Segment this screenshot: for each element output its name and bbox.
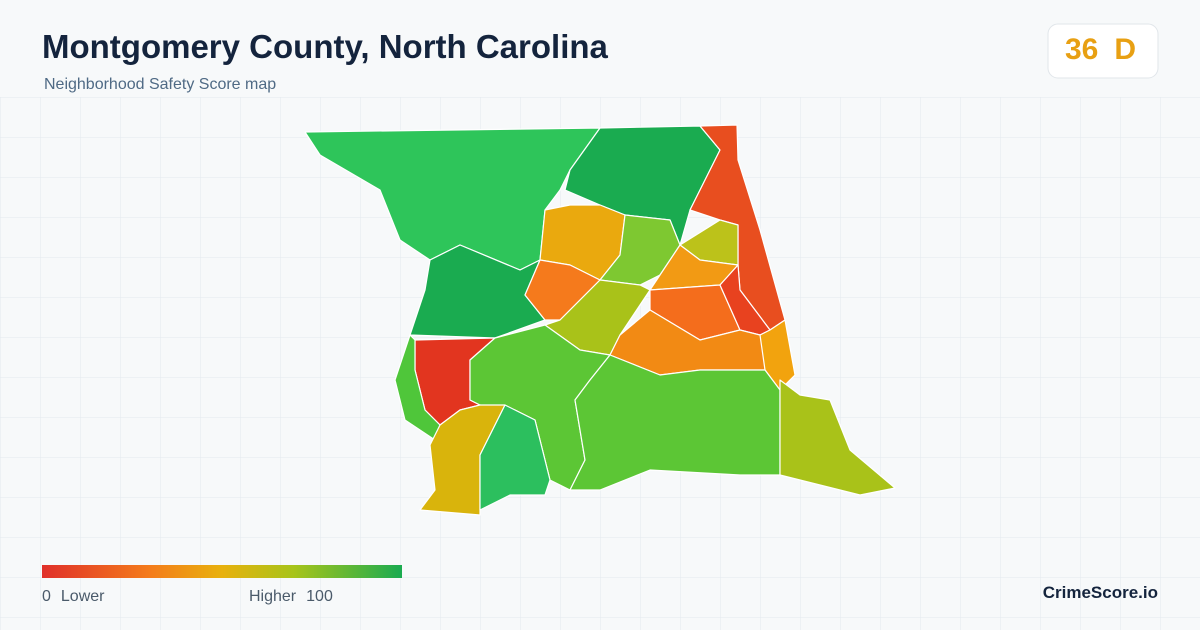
legend-bar [42, 565, 402, 578]
score-grade: D [1114, 33, 1137, 66]
legend-high: Higher 100 [249, 588, 333, 606]
score-value: 36 [1065, 33, 1099, 66]
legend-min-label: Lower [60, 588, 105, 605]
region [479, 404, 551, 511]
legend-min: 0 [42, 588, 51, 605]
region [599, 214, 681, 286]
region [569, 354, 781, 491]
regions [304, 124, 896, 516]
legend-max-label: Higher [249, 588, 297, 605]
score: 36 D [1065, 33, 1136, 67]
legend-max: 100 [306, 588, 333, 605]
brand: CrimeScore.io [1042, 583, 1158, 602]
region [779, 379, 896, 496]
score-box [1047, 23, 1159, 79]
title: Montgomery County, North Carolina [42, 28, 608, 65]
subtitle: Neighborhood Safety Score map [44, 76, 277, 93]
legend-low: 0 Lower [42, 588, 104, 606]
